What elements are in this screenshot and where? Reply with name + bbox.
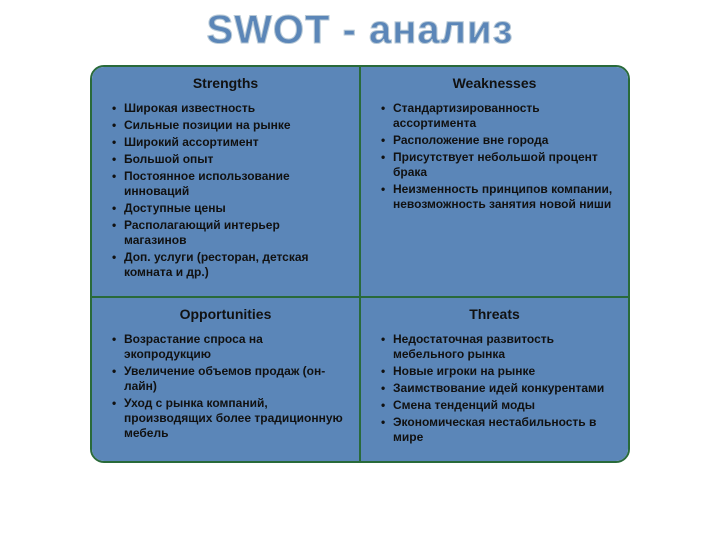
list-item: Смена тенденций моды [381, 398, 614, 413]
quadrant-list: Возрастание спроса на экопродукциюУвелич… [106, 332, 345, 441]
list-item: Увеличение объемов продаж (он-лайн) [112, 364, 345, 394]
list-item: Постоянное использование инноваций [112, 169, 345, 199]
list-item: Доп. услуги (ресторан, детская комната и… [112, 250, 345, 280]
quadrant-threats: Threats Недостаточная развитость мебельн… [360, 297, 628, 461]
page-title: SWOT - анализ [0, 8, 720, 53]
list-item: Возрастание спроса на экопродукцию [112, 332, 345, 362]
quadrant-list: Стандартизированность ассортимента Распол… [375, 101, 614, 212]
swot-container: Strengths Широкая известность Сильные поз… [90, 65, 630, 463]
quadrant-heading: Opportunities [106, 306, 345, 322]
quadrant-heading: Strengths [106, 75, 345, 91]
list-item: Заимствование идей конкурентами [381, 381, 614, 396]
list-item: Сильные позиции на рынке [112, 118, 345, 133]
list-item: Большой опыт [112, 152, 345, 167]
list-item: Уход с рынка компаний, производящих боле… [112, 396, 345, 441]
list-item: Недостаточная развитость мебельного рынк… [381, 332, 614, 362]
list-item: Присутствует небольшой процент брака [381, 150, 614, 180]
quadrant-list: Широкая известность Сильные позиции на ры… [106, 101, 345, 280]
list-item: Стандартизированность ассортимента [381, 101, 614, 131]
list-item: Доступные цены [112, 201, 345, 216]
quadrant-strengths: Strengths Широкая известность Сильные поз… [92, 67, 360, 297]
quadrant-heading: Threats [375, 306, 614, 322]
quadrant-heading: Weaknesses [375, 75, 614, 91]
quadrant-weaknesses: Weaknesses Стандартизированность ассорти… [360, 67, 628, 297]
swot-grid: Strengths Широкая известность Сильные поз… [92, 67, 628, 461]
quadrant-list: Недостаточная развитость мебельного рынк… [375, 332, 614, 445]
list-item: Неизменность принципов компании, невозмо… [381, 182, 614, 212]
list-item: Расположение вне города [381, 133, 614, 148]
list-item: Широкий ассортимент [112, 135, 345, 150]
list-item: Располагающий интерьер магазинов [112, 218, 345, 248]
quadrant-opportunities: Opportunities Возрастание спроса на экоп… [92, 297, 360, 461]
list-item: Новые игроки на рынке [381, 364, 614, 379]
list-item: Широкая известность [112, 101, 345, 116]
list-item: Экономическая нестабильность в мире [381, 415, 614, 445]
